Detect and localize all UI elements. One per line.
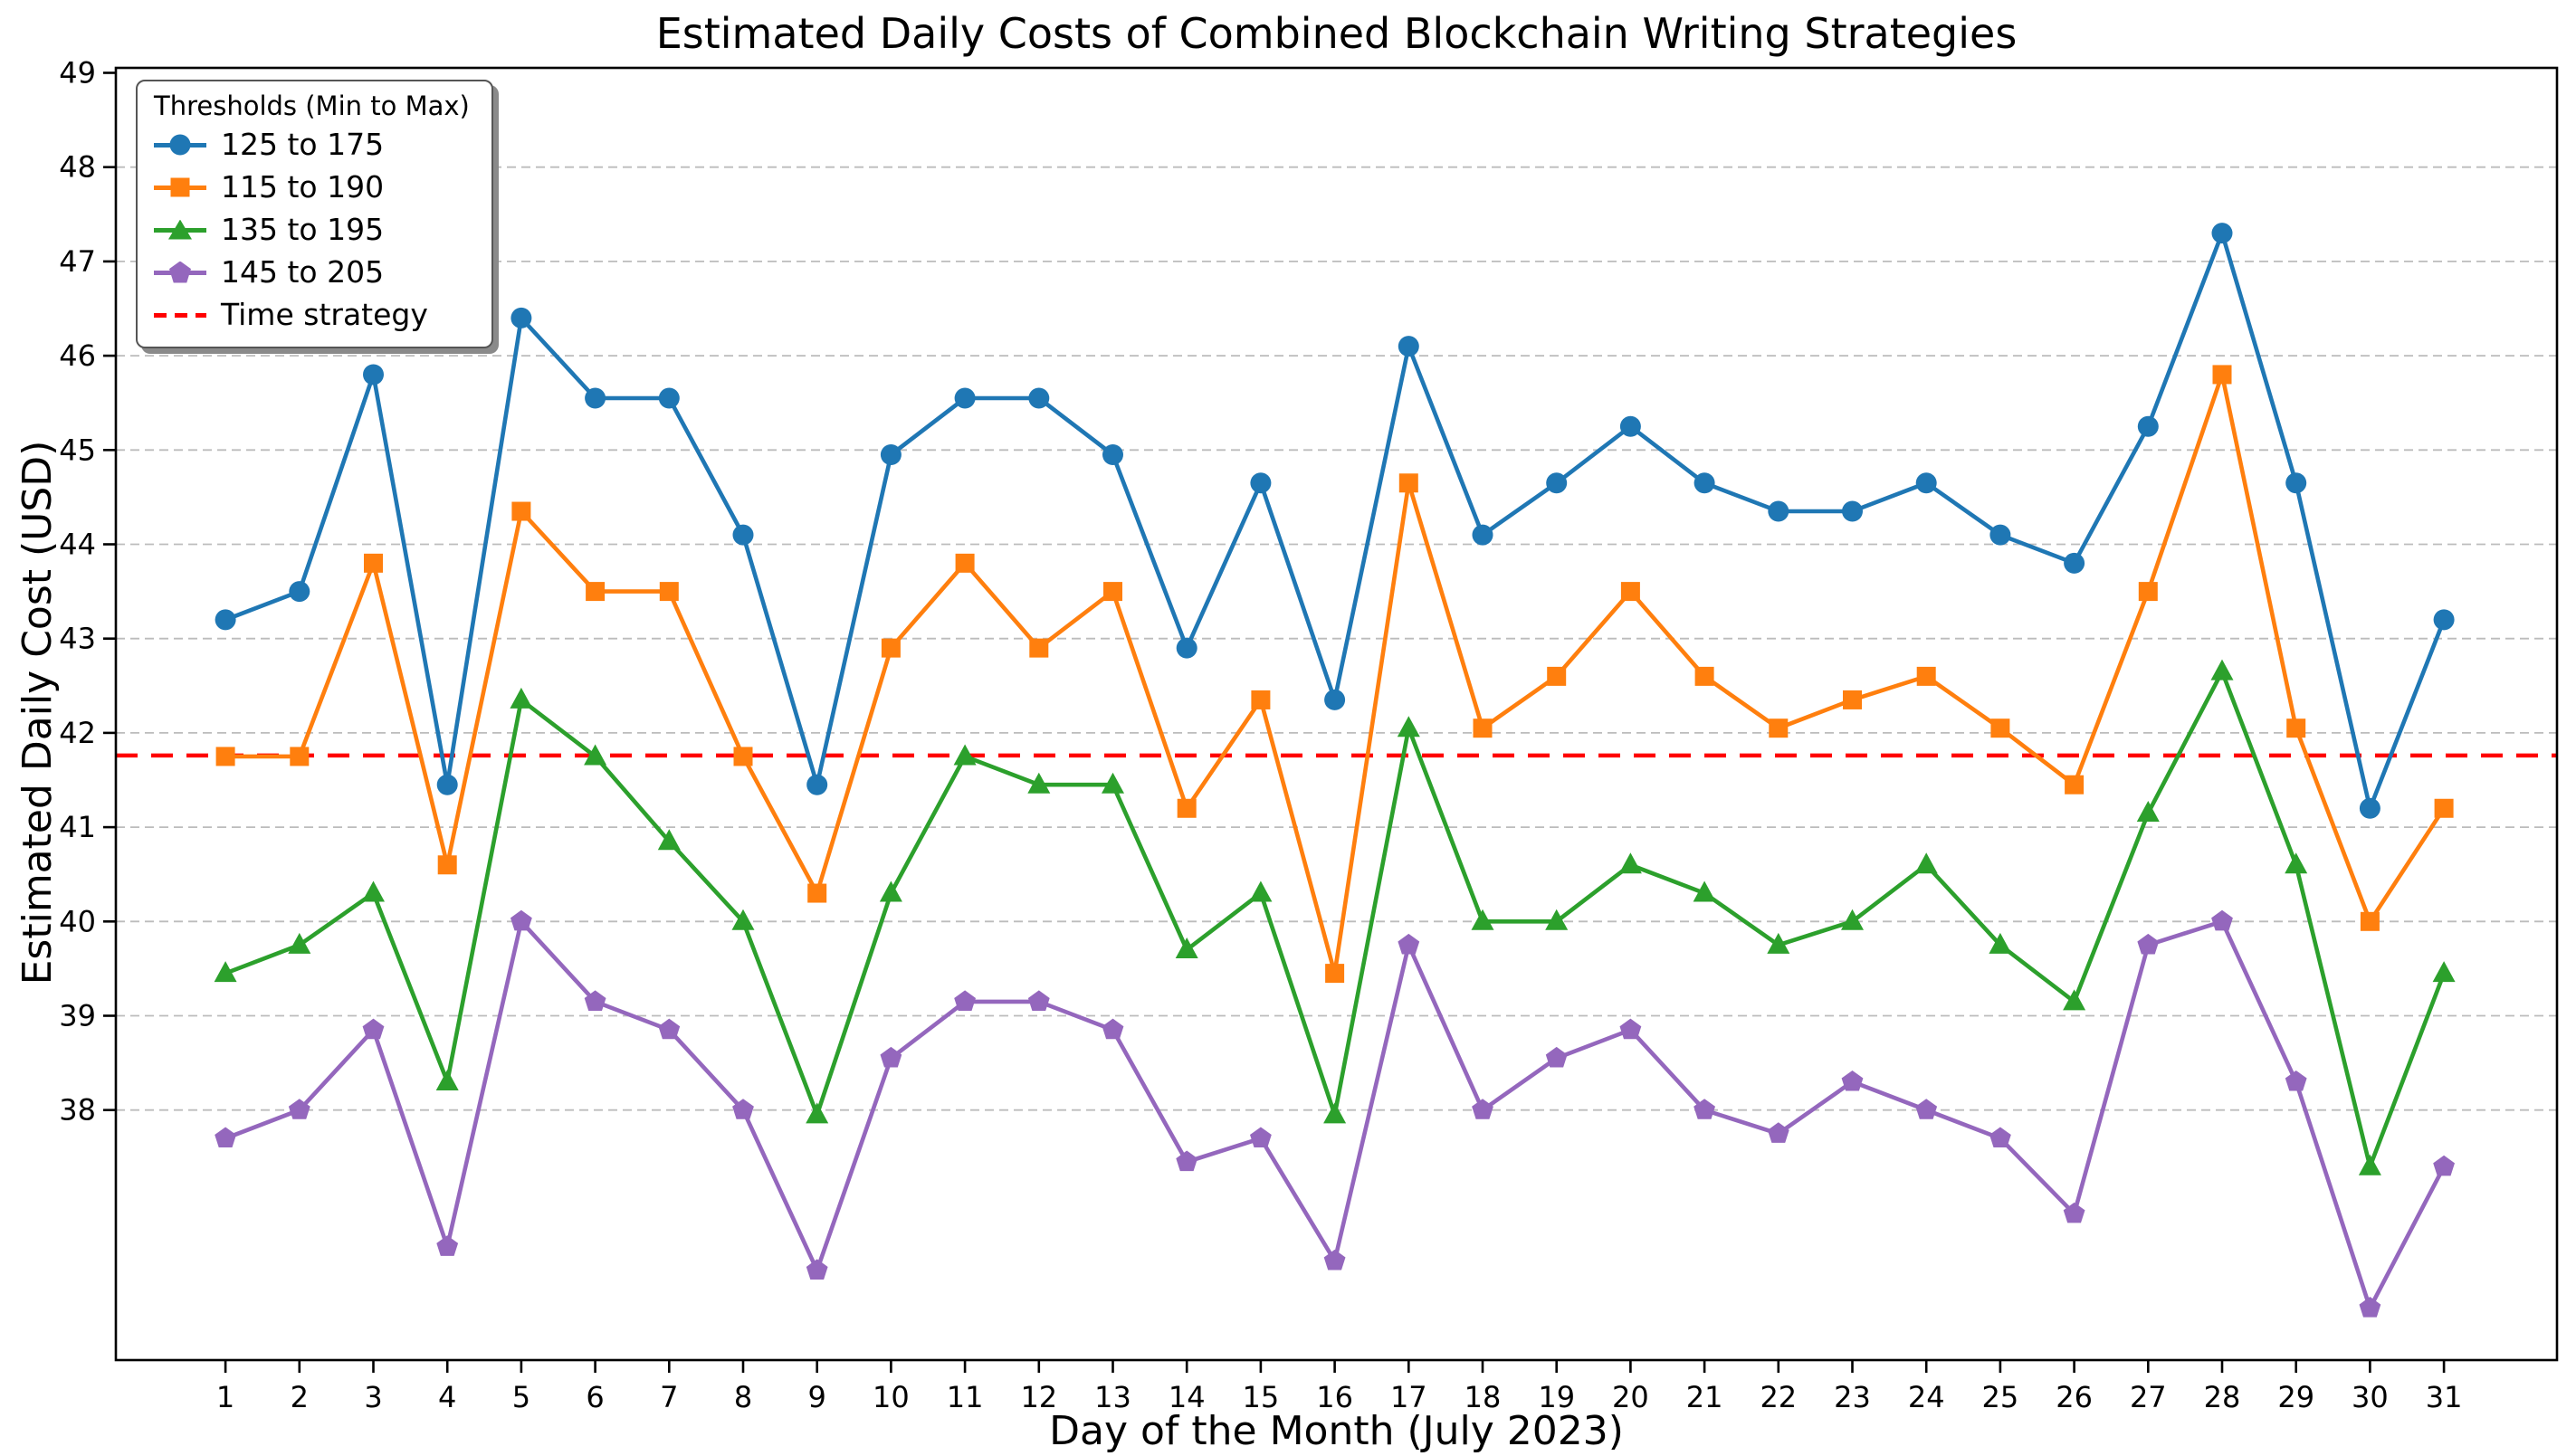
x-tick-label-15: 15 bbox=[1243, 1380, 1280, 1414]
series-135-to-195 bbox=[214, 659, 2456, 1175]
x-axis-label: Day of the Month (July 2023) bbox=[1049, 1408, 1624, 1454]
x-tick-label-20: 20 bbox=[1612, 1380, 1649, 1414]
x-tick-label-10: 10 bbox=[873, 1380, 910, 1414]
y-tick-label-40: 40 bbox=[59, 904, 96, 938]
legend-item-time-strategy: Time strategy bbox=[154, 293, 470, 336]
x-tick-label-26: 26 bbox=[2056, 1380, 2093, 1414]
series-125-to-175 bbox=[215, 223, 2455, 819]
axes-spines bbox=[114, 66, 2559, 1362]
x-tick-label-18: 18 bbox=[1465, 1380, 1502, 1414]
series-145-to-205 bbox=[215, 909, 2455, 1318]
x-tick-label-16: 16 bbox=[1316, 1380, 1353, 1414]
x-tick-label-3: 3 bbox=[364, 1380, 382, 1414]
x-tick-label-27: 27 bbox=[2130, 1380, 2167, 1414]
y-tick-label-38: 38 bbox=[59, 1093, 96, 1128]
series-markers-115-to-190 bbox=[215, 365, 2454, 984]
y-ticks: 38 39 40 41 42 43 44 45 46 47 48 49 bbox=[59, 56, 116, 1128]
circle-marker-icon bbox=[169, 134, 191, 155]
legend-sample bbox=[154, 133, 206, 157]
x-ticks: 1 2 3 4 5 6 7 8 9 10 11 12 13 14 15 16 17 18 19 20 21 22 23 24 2… bbox=[216, 1360, 2463, 1414]
y-tick-label-41: 41 bbox=[59, 810, 96, 844]
x-tick-label-6: 6 bbox=[586, 1380, 604, 1414]
series-markers-125-to-175 bbox=[215, 223, 2455, 819]
x-tick-label-22: 22 bbox=[1760, 1380, 1797, 1414]
x-tick-label-28: 28 bbox=[2204, 1380, 2241, 1414]
y-tick-label-49: 49 bbox=[59, 56, 96, 90]
series-line-125-to-175 bbox=[223, 231, 2447, 811]
x-tick-label-30: 30 bbox=[2352, 1380, 2389, 1414]
square-marker-icon bbox=[170, 177, 190, 196]
x-tick-label-14: 14 bbox=[1169, 1380, 1206, 1414]
x-tick-label-29: 29 bbox=[2277, 1380, 2314, 1414]
y-tick-label-46: 46 bbox=[59, 338, 96, 373]
x-tick-label-24: 24 bbox=[1908, 1380, 1945, 1414]
x-tick-label-25: 25 bbox=[1982, 1380, 2019, 1414]
legend-item-145-to-205: 145 to 205 bbox=[154, 251, 470, 293]
y-tick-label-43: 43 bbox=[59, 622, 96, 656]
legend-item-125-to-175: 125 to 175 bbox=[154, 123, 470, 166]
legend-label: Time strategy bbox=[221, 297, 428, 332]
y-tick-label-48: 48 bbox=[59, 150, 96, 185]
legend-item-135-to-195: 135 to 195 bbox=[154, 208, 470, 251]
x-tick-label-31: 31 bbox=[2426, 1380, 2463, 1414]
chart-title: Estimated Daily Costs of Combined Blockc… bbox=[655, 9, 2018, 58]
pentagon-marker-icon bbox=[169, 261, 191, 283]
y-tick-label-42: 42 bbox=[59, 716, 96, 750]
legend: Thresholds (Min to Max) 125 to 175 115 to… bbox=[136, 80, 493, 348]
x-tick-label-17: 17 bbox=[1390, 1380, 1427, 1414]
legend-sample bbox=[154, 261, 206, 284]
x-tick-label-4: 4 bbox=[438, 1380, 456, 1414]
x-tick-label-1: 1 bbox=[216, 1380, 234, 1414]
series-markers-135-to-195 bbox=[214, 659, 2456, 1175]
legend-sample bbox=[154, 218, 206, 242]
x-tick-label-12: 12 bbox=[1020, 1380, 1057, 1414]
legend-items: 125 to 175 115 to 190 135 to 195 145 to 205… bbox=[154, 123, 470, 336]
x-tick-label-8: 8 bbox=[734, 1380, 752, 1414]
legend-sample bbox=[154, 303, 206, 327]
series-115-to-190 bbox=[215, 365, 2454, 984]
y-tick-label-47: 47 bbox=[59, 244, 96, 279]
y-tick-label-44: 44 bbox=[59, 528, 96, 562]
series-line-115-to-190 bbox=[223, 372, 2447, 975]
x-tick-label-21: 21 bbox=[1686, 1380, 1723, 1414]
legend-label: 115 to 190 bbox=[221, 169, 385, 205]
x-tick-label-5: 5 bbox=[512, 1380, 530, 1414]
y-axis-label: Estimated Daily Cost (USD) bbox=[14, 440, 61, 985]
y-tick-label-39: 39 bbox=[59, 999, 96, 1033]
x-tick-label-23: 23 bbox=[1834, 1380, 1871, 1414]
legend-label: 125 to 175 bbox=[221, 127, 385, 162]
legend-title: Thresholds (Min to Max) bbox=[154, 90, 470, 121]
legend-item-115-to-190: 115 to 190 bbox=[154, 166, 470, 208]
x-tick-label-7: 7 bbox=[660, 1380, 678, 1414]
x-tick-label-2: 2 bbox=[291, 1380, 309, 1414]
legend-label: 135 to 195 bbox=[221, 212, 385, 247]
series-markers-145-to-205 bbox=[215, 909, 2455, 1318]
legend-label: 145 to 205 bbox=[221, 254, 385, 290]
x-tick-label-9: 9 bbox=[808, 1380, 826, 1414]
x-tick-label-13: 13 bbox=[1094, 1380, 1131, 1414]
x-tick-label-19: 19 bbox=[1538, 1380, 1575, 1414]
y-tick-label-45: 45 bbox=[59, 433, 96, 467]
series-line-135-to-195 bbox=[223, 669, 2447, 1169]
legend-sample bbox=[154, 176, 206, 199]
x-tick-label-11: 11 bbox=[947, 1380, 984, 1414]
